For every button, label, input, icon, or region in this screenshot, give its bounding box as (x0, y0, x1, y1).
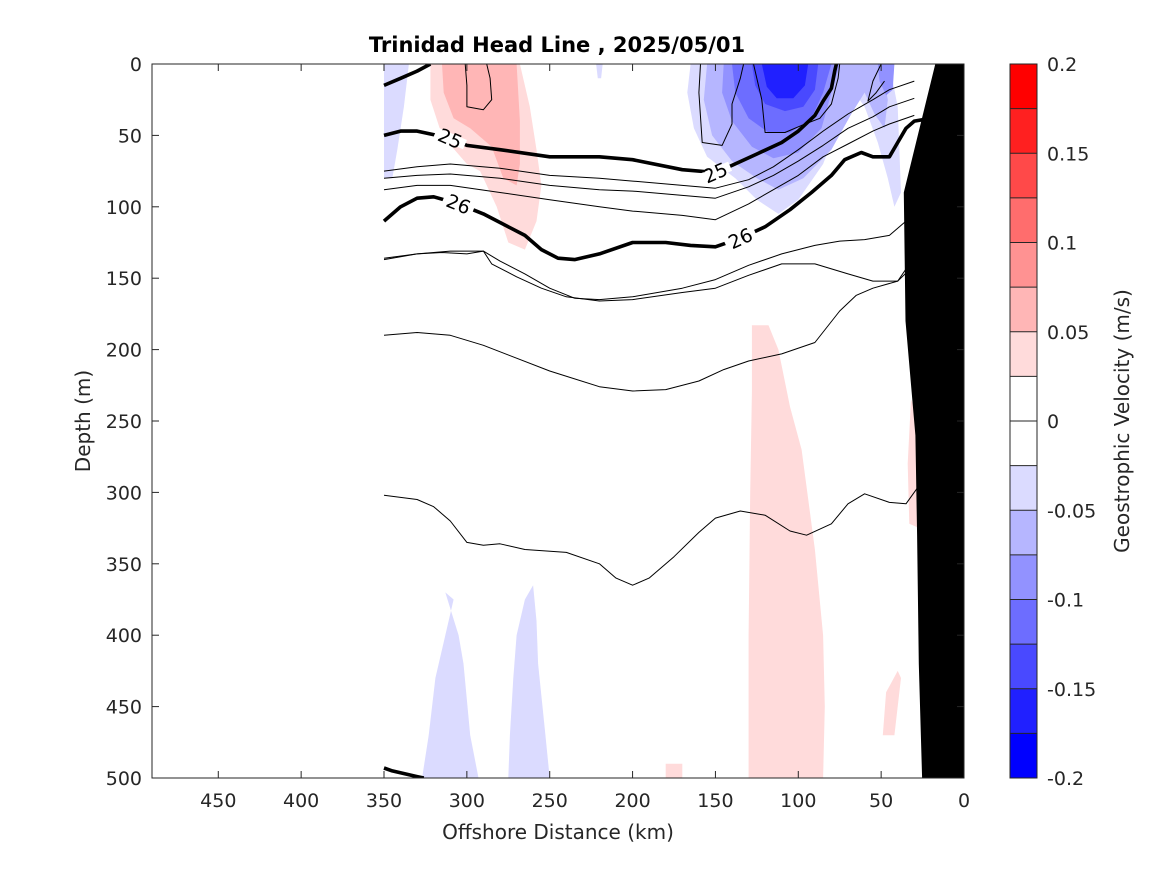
colorbar-swatch (1010, 64, 1037, 109)
isopycnal-line-1 (464, 64, 493, 111)
velocity-region-neg-deep-305 (422, 592, 479, 778)
x-tick-label: 350 (366, 790, 402, 812)
colorbar-swatch (1010, 510, 1037, 555)
x-tick-label: 250 (532, 790, 568, 812)
y-axis-title: Depth (m) (71, 370, 95, 472)
velocity-region-neg-jet-shelf-core (877, 64, 895, 96)
y-tick-label: 500 (106, 768, 142, 790)
colorbar-tick-label: -0.2 (1047, 768, 1084, 790)
isopycnal-line-7 (383, 97, 915, 199)
isopycnal-line-2 (698, 64, 745, 146)
isopycnal-line-12 (383, 236, 928, 392)
y-tick-label: 250 (106, 411, 142, 433)
colorbar-swatch (1010, 376, 1037, 421)
seafloor-bathymetry (903, 64, 964, 778)
y-tick-label: 200 (106, 340, 142, 362)
x-tick-label: 450 (200, 790, 236, 812)
colorbar-swatch (1010, 644, 1037, 689)
x-tick-label: 200 (614, 790, 650, 812)
chart-title: Trinidad Head Line , 2025/05/01 (369, 33, 745, 57)
colorbar-tick-label: 0 (1047, 411, 1059, 433)
x-tick-label: 150 (697, 790, 733, 812)
y-tick-label: 150 (106, 268, 142, 290)
velocity-region-neg-tiny-220 (596, 64, 603, 79)
velocity-region-neg-surface-350 (384, 64, 409, 179)
velocity-fill-layer (384, 64, 920, 778)
y-tick-label: 50 (118, 125, 142, 147)
y-axis: 0 50 100 150 200 250 300 350 400 450 500 (106, 54, 964, 790)
colorbar-swatch (1010, 197, 1037, 243)
isopycnal-line-0 (383, 64, 432, 88)
isopycnal-line-10 (383, 187, 924, 301)
y-tick-label: 450 (106, 697, 142, 719)
colorbar-swatch (1010, 108, 1037, 154)
colorbar-tick-label: 0.15 (1047, 143, 1089, 165)
y-tick-label: 0 (130, 54, 142, 76)
x-axis-title: Offshore Distance (km) (442, 820, 674, 844)
colorbar-swatch (1010, 733, 1037, 778)
x-tick-label: 300 (449, 790, 485, 812)
y-tick-label: 300 (106, 482, 142, 504)
colorbar-swatch (1010, 599, 1037, 645)
y-tick-label: 100 (106, 197, 142, 219)
colorbar-swatch (1010, 465, 1037, 511)
isopycnal-line-3 (753, 64, 841, 133)
velocity-region-pos-deep-45a (907, 399, 920, 529)
velocity-region-pos-deep-45b (882, 670, 901, 736)
velocity-region-pos-surface-core (442, 64, 520, 186)
colorbar-swatch (1010, 688, 1037, 734)
y-tick-label: 350 (106, 554, 142, 576)
isopycnal-line-8 (383, 114, 915, 221)
x-tick-label: 50 (869, 790, 893, 812)
x-tick-label: 400 (283, 790, 319, 812)
colorbar-tick-label: 0.05 (1047, 322, 1089, 344)
y-tick-label: 400 (106, 625, 142, 647)
colorbar-tick-label: -0.05 (1047, 500, 1096, 522)
isopycnal-line-14 (383, 766, 425, 778)
colorbar-tick-label: -0.15 (1047, 679, 1096, 701)
velocity-region-neg-deep-255 (508, 585, 550, 778)
colorbar: 0.2 0.15 0.1 0.05 0 -0.05 -0.1 -0.15 -0.2 (1009, 54, 1096, 790)
velocity-region-neg-jet-core (761, 64, 809, 99)
colorbar-swatch (1010, 153, 1037, 198)
velocity-region-pos-deep-110 (748, 325, 825, 778)
x-axis: 450 400 350 300 250 200 150 100 50 0 (200, 64, 970, 812)
colorbar-swatch (1010, 421, 1037, 466)
colorbar-tick-label: 0.1 (1047, 233, 1077, 255)
x-tick-label: 100 (780, 790, 816, 812)
isopycnal-line-11 (383, 242, 924, 302)
colorbar-title: Geostrophic Velocity (m/s) (1110, 289, 1134, 553)
colorbar-swatch (1010, 331, 1037, 377)
isopycnal-line-13 (383, 463, 928, 586)
colorbar-swatch (1010, 242, 1037, 288)
colorbar-tick-label: 0.2 (1047, 54, 1077, 76)
bathymetry-layer (903, 64, 964, 778)
isopycnal-line-4 (867, 64, 885, 102)
colorbar-swatch (1010, 287, 1037, 332)
colorbar-swatch (1010, 554, 1037, 600)
colorbar-tick-label: -0.1 (1047, 590, 1084, 612)
isopycnal-line-26 (382, 116, 932, 262)
isopycnal-line-6 (383, 80, 915, 189)
x-tick-label: 0 (958, 790, 970, 812)
velocity-region-pos-bottom-175 (665, 763, 683, 778)
colorbar-frame (1009, 63, 1038, 779)
